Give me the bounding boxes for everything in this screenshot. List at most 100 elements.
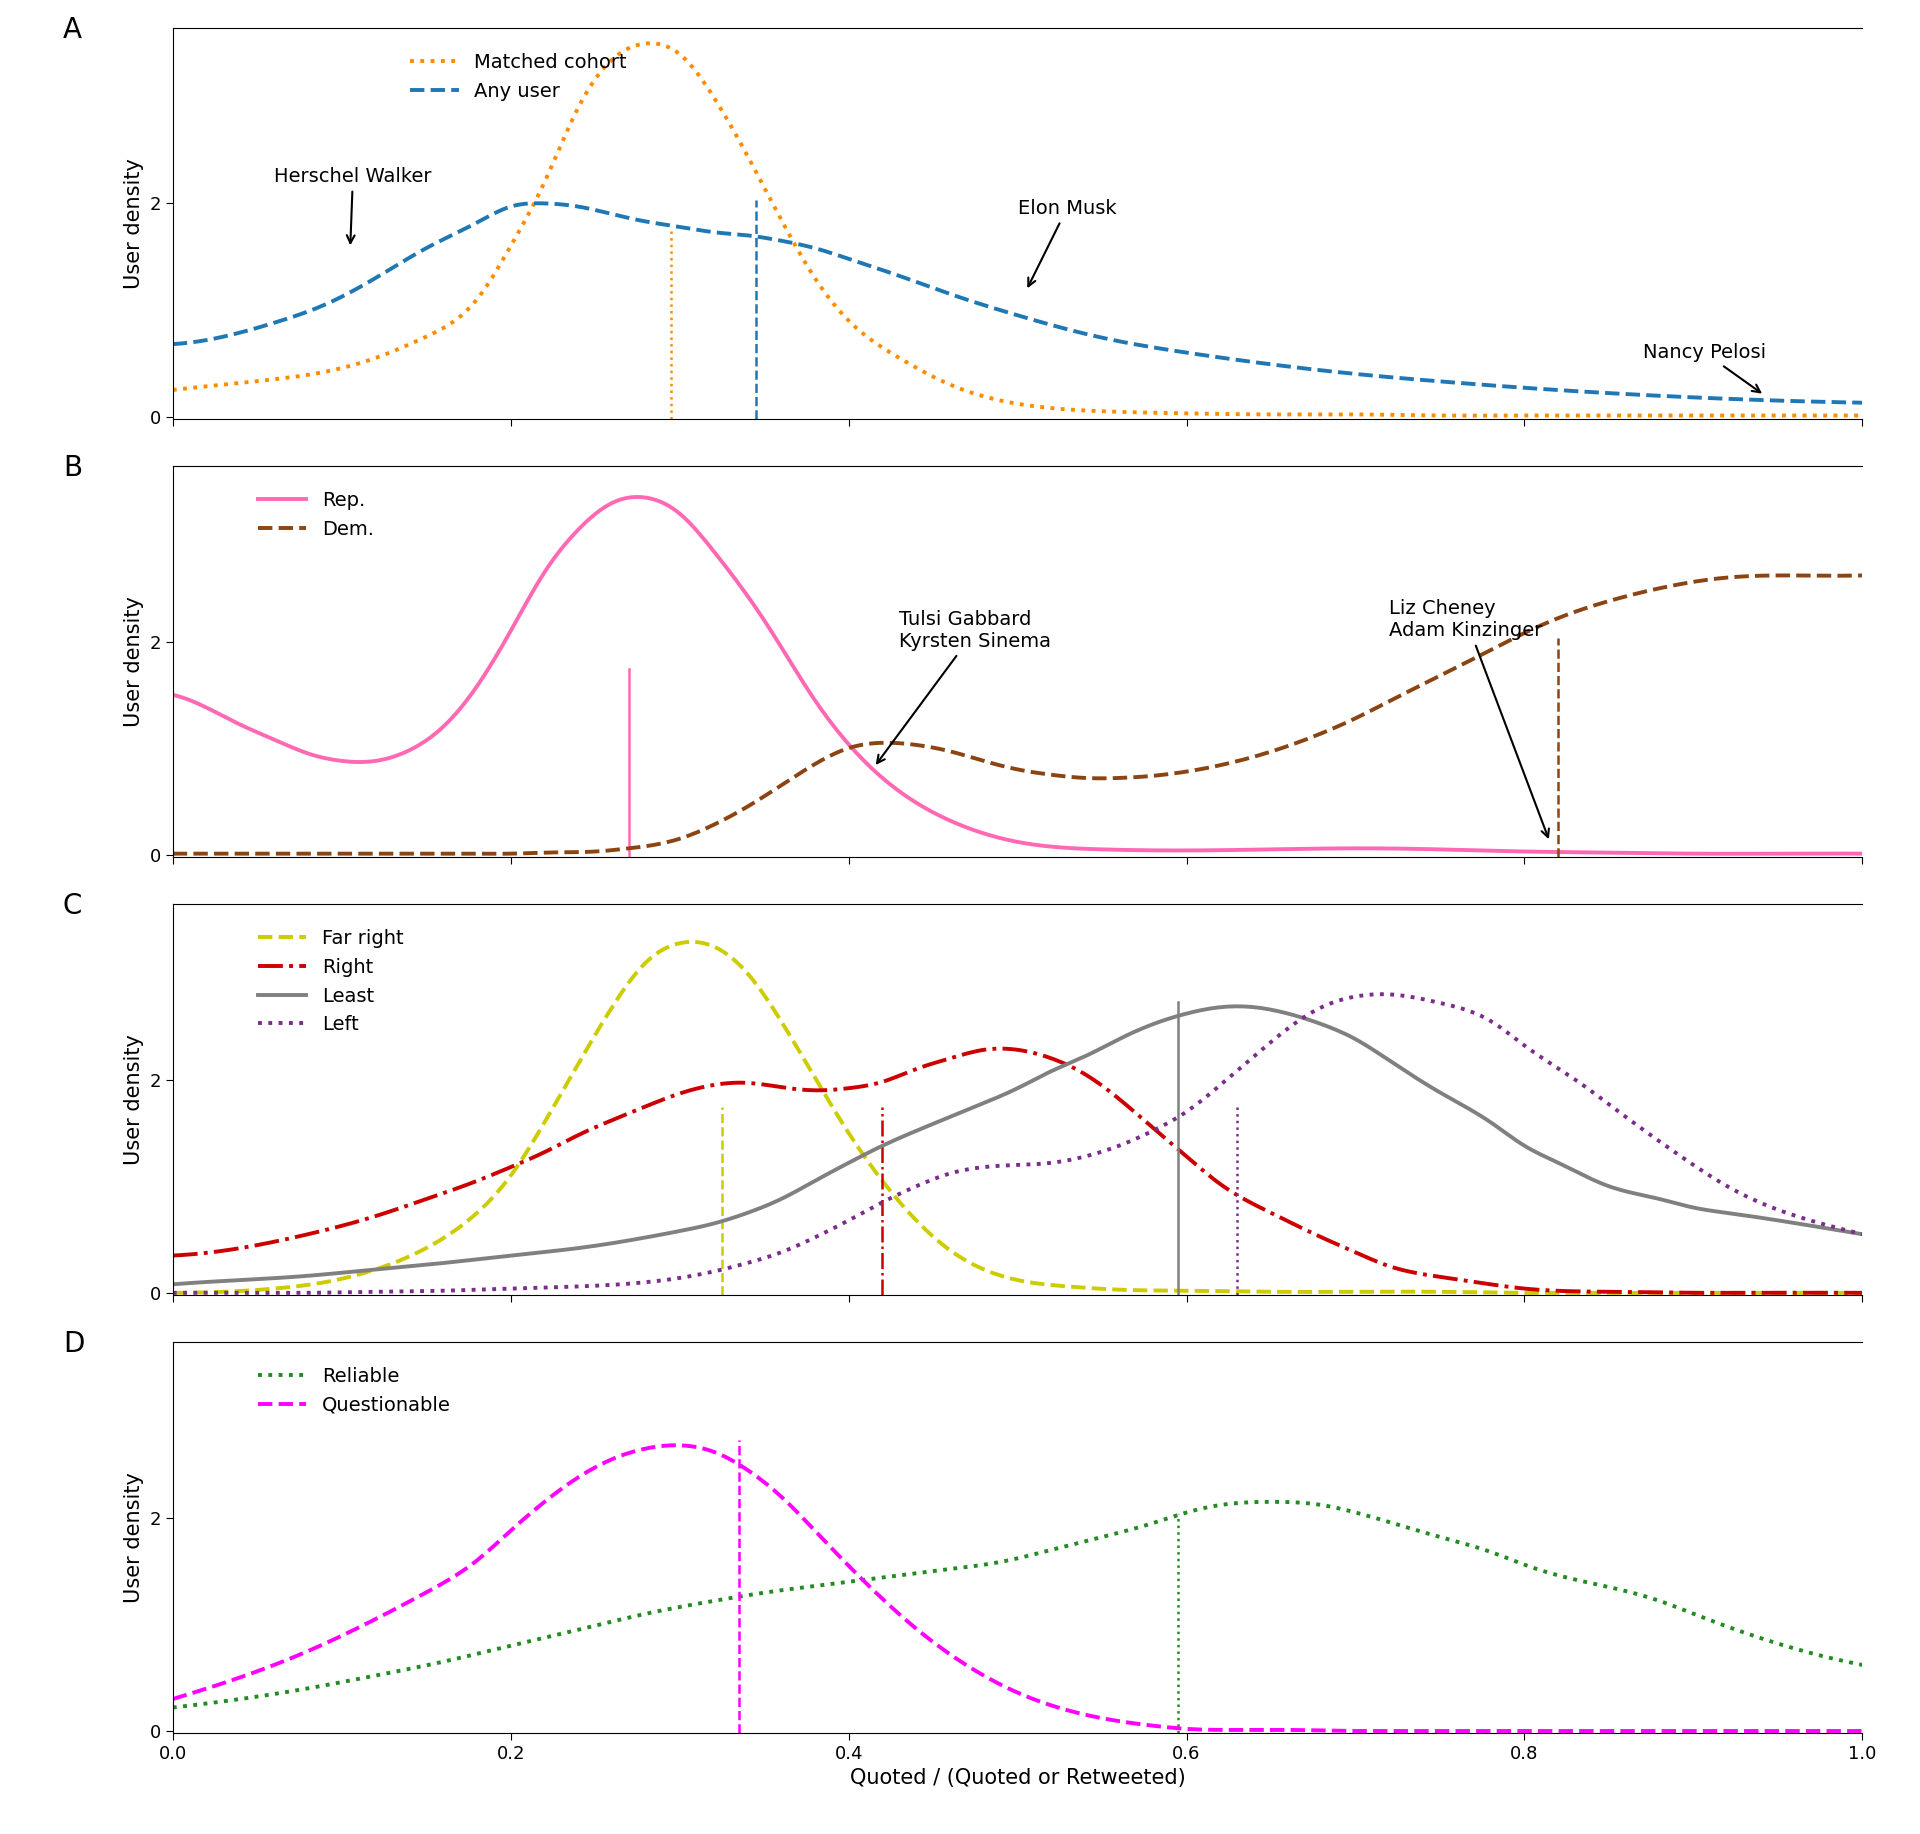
Left (1225, 1062, 1248, 1084)
Least (365, 1258, 388, 1280)
Text: Herschel Walker: Herschel Walker (275, 167, 432, 244)
Dem. (716, 807, 739, 829)
Dem. (365, 842, 388, 864)
Questionable (664, 1434, 687, 1456)
Rep. (365, 750, 388, 772)
Line: Any user: Any user (173, 204, 1862, 403)
Legend: Reliable, Questionable: Reliable, Questionable (250, 1359, 459, 1423)
Right (161, 1245, 184, 1267)
Right (987, 1038, 1010, 1060)
Any user (1851, 392, 1874, 414)
Y-axis label: User density: User density (125, 1034, 144, 1165)
Matched cohort (716, 108, 739, 130)
Text: Elon Musk: Elon Musk (1018, 200, 1116, 286)
Least (1225, 996, 1248, 1018)
Rep. (716, 558, 739, 580)
Y-axis label: User density: User density (125, 1473, 144, 1603)
Any user (1384, 367, 1407, 389)
Rep. (835, 730, 858, 752)
Questionable (1348, 1720, 1371, 1742)
Line: Right: Right (173, 1049, 1862, 1293)
Left (1384, 983, 1407, 1005)
Questionable (835, 1552, 858, 1574)
Dem. (488, 844, 511, 866)
Legend: Rep., Dem.: Rep., Dem. (250, 482, 382, 547)
Line: Far right: Far right (173, 943, 1862, 1293)
Left (1394, 985, 1417, 1007)
Any user (1229, 348, 1252, 370)
Legend: Far right, Right, Least, Left: Far right, Right, Least, Left (250, 921, 411, 1042)
Dem. (1394, 682, 1417, 704)
Text: Liz Cheney
Adam Kinzinger: Liz Cheney Adam Kinzinger (1390, 600, 1549, 836)
Y-axis label: User density: User density (125, 158, 144, 288)
Reliable (1394, 1515, 1417, 1537)
Right (365, 1205, 388, 1227)
Far right (1394, 1280, 1417, 1302)
Least (712, 1210, 735, 1232)
Line: Least: Least (173, 1007, 1862, 1284)
Right (712, 1073, 735, 1095)
Dem. (1384, 686, 1407, 708)
Any user (526, 193, 549, 215)
Line: Rep.: Rep. (173, 497, 1862, 855)
Reliable (161, 1696, 184, 1718)
Rep. (1394, 838, 1417, 860)
Any user (365, 266, 388, 288)
Far right (716, 943, 739, 965)
Line: Reliable: Reliable (173, 1502, 1862, 1707)
Matched cohort (161, 380, 184, 402)
Right (829, 1078, 852, 1100)
Reliable (365, 1665, 388, 1687)
Least (1851, 1223, 1874, 1245)
Right (1851, 1282, 1874, 1304)
Far right (835, 1119, 858, 1141)
Text: D: D (63, 1330, 84, 1359)
Questionable (1398, 1720, 1421, 1742)
Matched cohort (365, 347, 388, 369)
Least (829, 1155, 852, 1177)
Line: Questionable: Questionable (173, 1445, 1862, 1731)
Matched cohort (835, 306, 858, 328)
Matched cohort (1851, 405, 1874, 427)
Legend: Matched cohort, Any user: Matched cohort, Any user (401, 46, 634, 108)
Matched cohort (1394, 403, 1417, 425)
Left (365, 1280, 388, 1302)
Line: Left: Left (173, 994, 1862, 1293)
Questionable (161, 1687, 184, 1709)
Far right (1229, 1280, 1252, 1302)
Far right (1384, 1280, 1407, 1302)
Questionable (1851, 1720, 1874, 1742)
Rep. (628, 486, 651, 508)
Matched cohort (1461, 405, 1484, 427)
Dem. (1774, 565, 1797, 587)
Left (1369, 983, 1392, 1005)
Questionable (1229, 1718, 1252, 1740)
Y-axis label: User density: User density (125, 596, 144, 726)
X-axis label: Quoted / (Quoted or Retweeted): Quoted / (Quoted or Retweeted) (851, 1768, 1185, 1788)
Reliable (1261, 1491, 1284, 1513)
Dem. (835, 737, 858, 759)
Line: Dem.: Dem. (173, 576, 1862, 855)
Far right (365, 1258, 388, 1280)
Text: Tulsi Gabbard
Kyrsten Sinema: Tulsi Gabbard Kyrsten Sinema (877, 611, 1052, 763)
Questionable (365, 1608, 388, 1630)
Reliable (1851, 1654, 1874, 1676)
Right (1686, 1282, 1709, 1304)
Text: C: C (63, 891, 83, 921)
Far right (161, 1282, 184, 1304)
Reliable (1225, 1493, 1248, 1515)
Left (1851, 1223, 1874, 1245)
Reliable (712, 1588, 735, 1610)
Least (1384, 1055, 1407, 1077)
Line: Matched cohort: Matched cohort (173, 44, 1862, 416)
Rep. (1229, 838, 1252, 860)
Dem. (1229, 750, 1252, 772)
Any user (1394, 367, 1417, 389)
Matched cohort (1229, 403, 1252, 425)
Reliable (829, 1572, 852, 1594)
Right (1384, 1258, 1407, 1280)
Dem. (1851, 565, 1874, 587)
Matched cohort (639, 33, 662, 55)
Right (1229, 1187, 1252, 1209)
Any user (716, 222, 739, 244)
